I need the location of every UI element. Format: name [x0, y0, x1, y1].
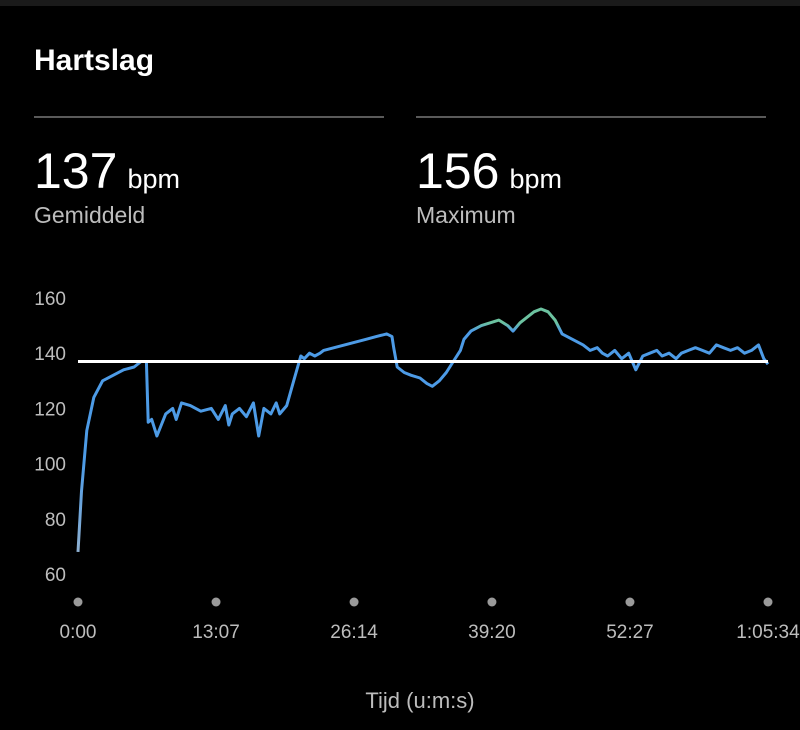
x-tick-label: 52:27: [606, 622, 654, 643]
x-tick-label: 1:05:34: [736, 622, 800, 643]
maximum-label: Maximum: [416, 202, 516, 228]
maximum-value: 156: [416, 143, 500, 199]
average-divider: [34, 116, 384, 118]
y-tick-label: 100: [34, 455, 66, 476]
x-tick-dot: [73, 597, 83, 607]
x-tick-dot: [487, 597, 497, 607]
y-axis: 60 80 100 120 140 160: [34, 289, 66, 586]
x-tick-dot: [625, 597, 635, 607]
x-tick-label: 13:07: [192, 622, 240, 643]
heart-rate-chart: 60 80 100 120 140 160 0:00 13:07 26:14 39:20 52:2…: [34, 289, 800, 643]
x-tick-label: 39:20: [468, 622, 516, 643]
y-tick-label: 160: [34, 289, 66, 310]
x-tick-dot: [211, 597, 221, 607]
x-tick-label: 0:00: [60, 622, 97, 643]
x-tick-dot: [349, 597, 359, 607]
top-bar: [0, 0, 800, 6]
y-tick-label: 140: [34, 344, 66, 365]
card-title: Hartslag: [34, 44, 155, 77]
maximum-divider: [416, 116, 766, 118]
average-stat: 137 bpm Gemiddeld: [34, 142, 180, 229]
average-label: Gemiddeld: [34, 202, 146, 228]
y-tick-label: 120: [34, 399, 66, 420]
x-tick-label: 26:14: [330, 622, 378, 643]
heart-rate-series-line: [76, 307, 770, 552]
x-axis: 0:00 13:07 26:14 39:20 52:27 1:05:34: [60, 597, 800, 643]
y-tick-label: 80: [45, 510, 66, 531]
y-tick-label: 60: [45, 565, 66, 586]
average-value: 137: [34, 143, 118, 199]
maximum-unit: bpm: [509, 164, 562, 194]
maximum-stat: 156 bpm Maximum: [416, 142, 562, 229]
x-tick-dot: [763, 597, 773, 607]
average-unit: bpm: [127, 164, 180, 194]
x-axis-title: Tijd (u:m:s): [365, 688, 475, 713]
